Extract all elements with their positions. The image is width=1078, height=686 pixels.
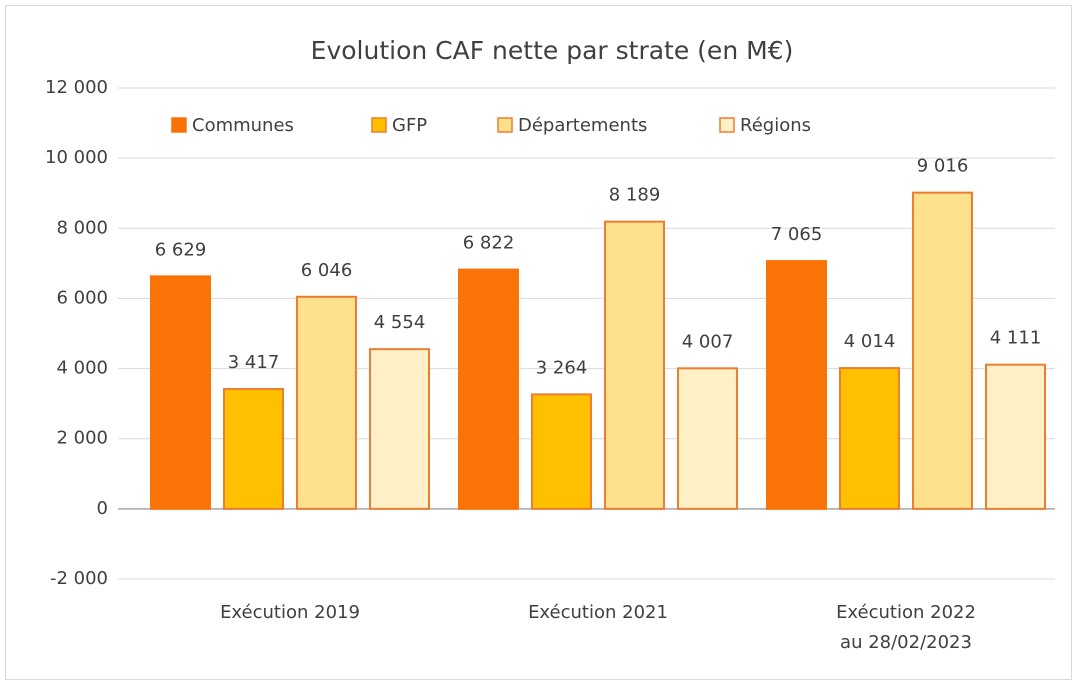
y-tick-label: 4 000: [56, 358, 108, 379]
legend-swatch: [371, 117, 387, 133]
y-tick-label: 6 000: [56, 287, 108, 308]
data-label: 8 189: [609, 185, 661, 206]
bar: [531, 393, 592, 510]
bar: [150, 275, 211, 510]
bar: [677, 367, 738, 510]
bar: [296, 295, 357, 510]
y-tick-label: -2 000: [50, 568, 108, 589]
legend-label: Régions: [740, 115, 811, 136]
bar: [223, 388, 284, 510]
data-label: 6 629: [155, 239, 207, 260]
legend-label: Départements: [518, 115, 647, 136]
data-label: 6 822: [463, 233, 515, 254]
bar: [604, 220, 665, 510]
x-tick-label: Exécution 2021: [528, 602, 668, 623]
chart-title: Evolution CAF nette par strate (en M€): [311, 36, 794, 65]
data-label: 3 417: [228, 352, 280, 373]
data-label: 6 046: [301, 260, 353, 281]
data-label: 4 014: [844, 331, 896, 352]
x-tick-label: Exécution 2022 au 28/02/2023: [836, 602, 976, 653]
data-label: 4 111: [990, 328, 1042, 349]
bar: [839, 367, 900, 510]
y-tick-label: 10 000: [45, 147, 108, 168]
bar: [369, 348, 430, 510]
data-label: 7 065: [771, 224, 823, 245]
bar: [766, 260, 827, 510]
bar: [985, 363, 1046, 510]
data-label: 4 007: [682, 331, 734, 352]
y-tick-label: 12 000: [45, 77, 108, 98]
bar: [458, 268, 519, 510]
legend-swatch: [171, 117, 187, 133]
x-tick-label: Exécution 2019: [220, 602, 360, 623]
bar: [912, 191, 973, 510]
data-label: 9 016: [917, 156, 969, 177]
legend-swatch: [497, 117, 513, 133]
legend-swatch: [719, 117, 735, 133]
y-tick-label: 0: [97, 498, 108, 519]
legend-label: GFP: [392, 115, 427, 136]
y-tick-label: 2 000: [56, 428, 108, 449]
y-tick-label: 8 000: [56, 217, 108, 238]
legend-label: Communes: [192, 115, 294, 136]
data-label: 3 264: [536, 357, 588, 378]
data-label: 4 554: [374, 312, 426, 333]
